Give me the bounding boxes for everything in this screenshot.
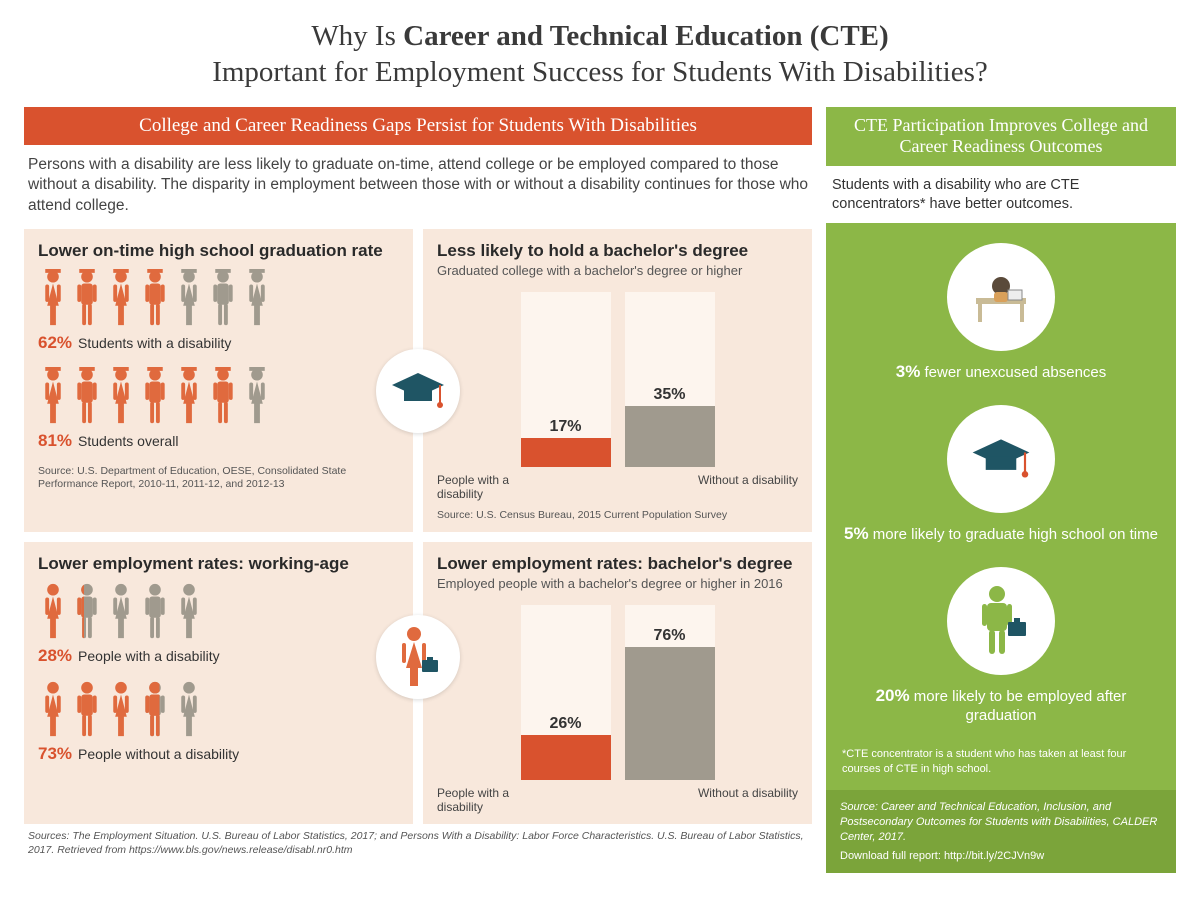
bar-value: 26% <box>521 715 611 733</box>
right-banner: CTE Participation Improves College and C… <box>826 107 1176 166</box>
panel-source: Source: U.S. Census Bureau, 2015 Current… <box>437 509 798 522</box>
person-icon <box>242 269 272 329</box>
person-icon <box>106 680 136 740</box>
person-icon <box>106 367 136 427</box>
cte-footnote: *CTE concentrator is a student who has t… <box>842 747 1160 776</box>
person-icon <box>208 269 238 329</box>
person-icon <box>174 367 204 427</box>
person-icon <box>38 367 68 427</box>
stat-label: 28%People with a disability <box>38 646 399 666</box>
panel-bachelors: Less likely to hold a bachelor's degree … <box>423 229 812 532</box>
panels-grid: Lower on-time high school graduation rat… <box>24 229 812 824</box>
bar-labels: People with a disability Without a disab… <box>437 473 798 501</box>
person-icon <box>174 582 204 642</box>
left-intro: Persons with a disability are less likel… <box>24 145 812 230</box>
outcome-item: 20% more likely to be employed after gra… <box>842 567 1160 726</box>
worker-badge <box>376 615 460 699</box>
stat-label: 62%Students with a disability <box>38 333 399 353</box>
left-banner: College and Career Readiness Gaps Persis… <box>24 107 812 145</box>
right-source: Source: Career and Technical Education, … <box>826 790 1176 873</box>
outcome-text: 3% fewer unexcused absences <box>842 361 1160 383</box>
panel-title: Less likely to hold a bachelor's degree <box>437 241 798 261</box>
bottom-source: Sources: The Employment Situation. U.S. … <box>24 830 812 856</box>
person-icon <box>106 582 136 642</box>
person-icon <box>106 269 136 329</box>
panel-title: Lower employment rates: working-age <box>38 554 399 574</box>
page-title: Why Is Career and Technical Education (C… <box>24 18 1176 91</box>
person-icon <box>140 582 170 642</box>
outcome-icon-circle <box>947 405 1055 513</box>
bar-value: 35% <box>625 386 715 404</box>
person-icon <box>242 367 272 427</box>
person-icon <box>72 269 102 329</box>
person-icon <box>38 269 68 329</box>
people-row <box>38 269 399 329</box>
bar-chart: 17% 35% <box>437 292 798 467</box>
bar-chart: 26% 76% <box>437 605 798 780</box>
panel-title: Lower on-time high school graduation rat… <box>38 241 399 261</box>
outcome-text: 5% more likely to graduate high school o… <box>842 523 1160 545</box>
people-row <box>38 582 399 642</box>
person-icon <box>38 582 68 642</box>
outcome-text: 20% more likely to be employed after gra… <box>842 685 1160 726</box>
panel-source: Source: U.S. Department of Education, OE… <box>38 465 399 491</box>
person-icon <box>140 269 170 329</box>
people-row <box>38 367 399 427</box>
content-columns: College and Career Readiness Gaps Persis… <box>24 107 1176 874</box>
stat-label: 81%Students overall <box>38 431 399 451</box>
panel-title: Lower employment rates: bachelor's degre… <box>437 554 798 574</box>
left-column: College and Career Readiness Gaps Persis… <box>24 107 812 874</box>
outcome-icon-circle <box>947 243 1055 351</box>
bar-labels: People with a disability Without a disab… <box>437 786 798 814</box>
panel-grad-rate: Lower on-time high school graduation rat… <box>24 229 413 532</box>
grad-cap-badge <box>376 349 460 433</box>
outcome-item: 5% more likely to graduate high school o… <box>842 405 1160 545</box>
person-icon <box>72 680 102 740</box>
panel-subtitle: Employed people with a bachelor's degree… <box>437 576 798 591</box>
bar-value: 17% <box>521 418 611 436</box>
person-icon <box>140 367 170 427</box>
right-intro: Students with a disability who are CTE c… <box>826 166 1176 224</box>
person-icon <box>208 367 238 427</box>
outcomes-block: 3% fewer unexcused absences 5% more like… <box>826 223 1176 790</box>
panel-employment-bachelors: Lower employment rates: bachelor's degre… <box>423 542 812 824</box>
right-column: CTE Participation Improves College and C… <box>826 107 1176 874</box>
stat-label: 73%People without a disability <box>38 744 399 764</box>
outcome-icon-circle <box>947 567 1055 675</box>
bar-value: 76% <box>625 627 715 645</box>
person-icon <box>38 680 68 740</box>
person-icon <box>174 680 204 740</box>
panel-subtitle: Graduated college with a bachelor's degr… <box>437 263 798 278</box>
people-row <box>38 680 399 740</box>
person-icon <box>72 367 102 427</box>
panel-employment: Lower employment rates: working-age 28%P… <box>24 542 413 824</box>
person-icon <box>174 269 204 329</box>
outcome-item: 3% fewer unexcused absences <box>842 243 1160 383</box>
